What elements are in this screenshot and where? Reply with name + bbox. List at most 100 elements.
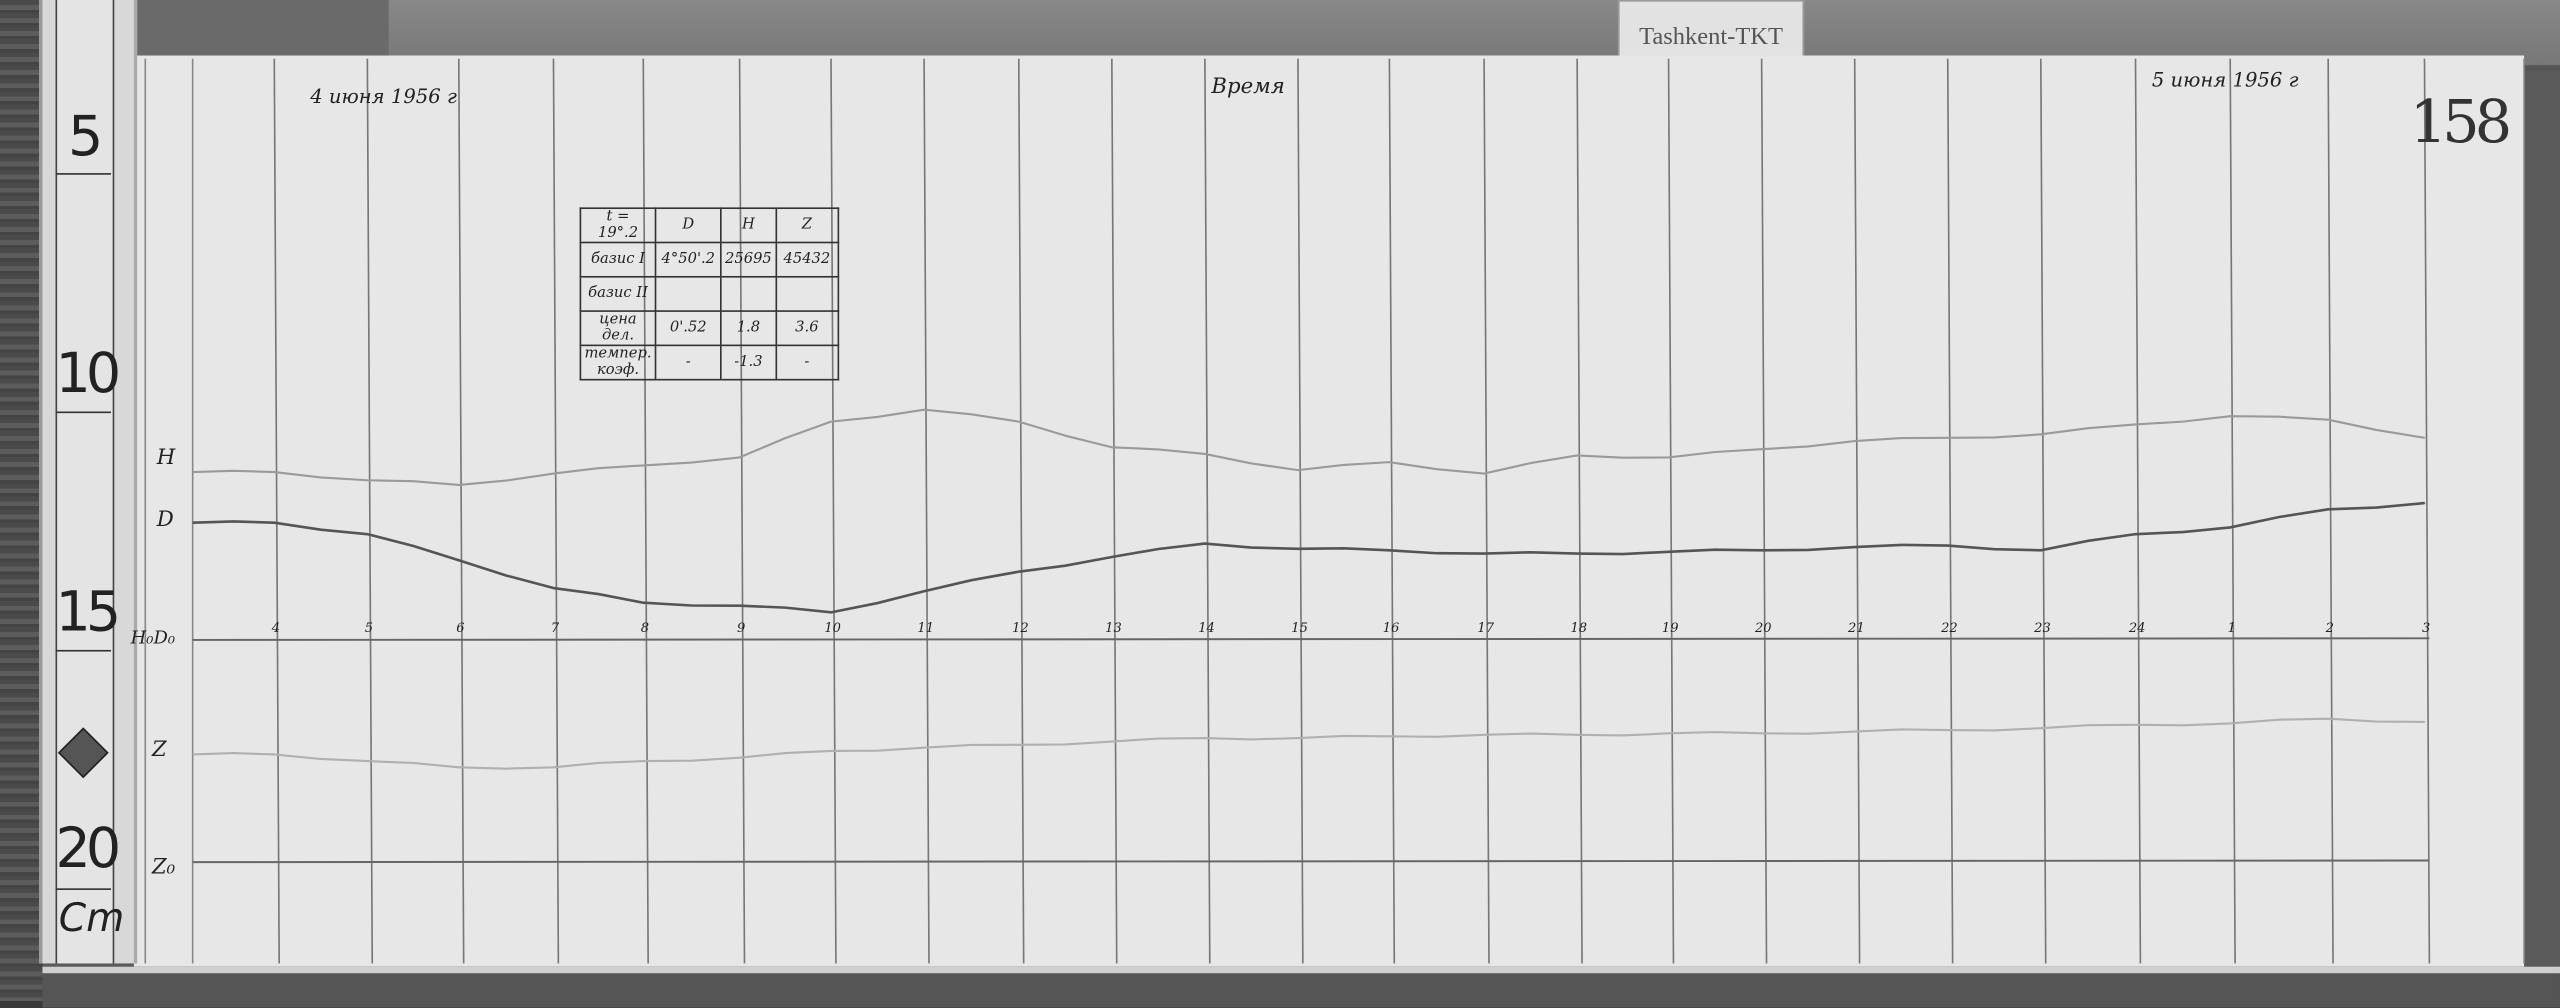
- note-cell: D: [654, 207, 722, 244]
- ruler-mark-15: 15: [55, 579, 122, 646]
- trace-point-h: [738, 456, 741, 459]
- hour-tick-label: 8: [641, 621, 649, 636]
- note-row: темпер. коэф. - -1.3 -: [579, 344, 839, 381]
- sheet-number: 158: [2409, 89, 2512, 157]
- trace-point-z: [1017, 743, 1020, 746]
- label-d: D: [156, 507, 174, 533]
- trace-point-z: [738, 756, 741, 759]
- ruler-mark-5: 5: [68, 104, 103, 170]
- trace-point-h: [273, 471, 276, 473]
- date-end: 5 июня 1956 г: [2151, 68, 2299, 92]
- trace-point-h: [1667, 456, 1670, 459]
- trace-point-z: [923, 746, 925, 749]
- note-cell: -1.3: [720, 344, 777, 381]
- hour-gridline: [1017, 58, 1025, 964]
- trace-z: [192, 717, 2425, 770]
- trace-point-h: [552, 472, 555, 475]
- trace-point-z: [1111, 740, 1113, 743]
- trace-point-h: [642, 464, 645, 467]
- hour-tick-label: 20: [1754, 621, 1772, 636]
- trace-point-d: [1946, 544, 1949, 547]
- hour-tick-label: 6: [456, 621, 464, 636]
- trace-point-z: [642, 760, 645, 762]
- hour-tick-label: 11: [917, 621, 934, 636]
- trace-point-d: [1853, 546, 1856, 548]
- trace-point-z: [830, 750, 832, 752]
- label-z: Z: [151, 738, 167, 763]
- hour-gridline: [457, 58, 465, 964]
- trace-point-h: [1946, 436, 1949, 439]
- trace-point-z: [1946, 729, 1949, 731]
- note-cell: t = 19°.2: [579, 207, 657, 244]
- trace-point-z: [1853, 730, 1856, 733]
- hour-gridline: [923, 58, 930, 964]
- trace-point-z: [2134, 724, 2137, 726]
- time-label: Время: [1211, 75, 1285, 100]
- trace-point-z: [1388, 735, 1391, 738]
- note-cell: [775, 275, 839, 312]
- ruler-mark-10: 10: [55, 341, 122, 407]
- hour-tick-label: 24: [2128, 621, 2146, 636]
- note-row: цена дел. 0'.52 1.8 3.6: [579, 310, 839, 347]
- trace-point-d: [552, 587, 555, 589]
- hour-tick-label: 16: [1383, 621, 1400, 636]
- note-cell: 4°50'.2: [654, 241, 722, 278]
- hour-tick-label: 23: [2033, 621, 2051, 636]
- hour-tick-label: 5: [365, 621, 373, 636]
- hour-gridline: [1483, 58, 1490, 964]
- hour-tick-label: 4: [271, 621, 280, 636]
- baseline-z0: [192, 859, 2430, 864]
- trace-point-h: [1760, 448, 1763, 451]
- note-cell: 1.8: [720, 310, 777, 347]
- trace-point-d: [457, 559, 460, 562]
- trace-point-z: [1297, 737, 1299, 739]
- trace-point-z: [1576, 734, 1578, 736]
- trace-point-z: [2039, 727, 2042, 729]
- trace-point-h: [457, 484, 460, 486]
- hour-gridline: [1204, 58, 1211, 964]
- hour-tick-label: 2: [2325, 621, 2334, 636]
- trace-point-d: [1017, 570, 1020, 573]
- date-start: 4 июня 1956 г: [310, 84, 457, 108]
- trace-point-d: [273, 521, 276, 524]
- trace-point-z: [1204, 737, 1206, 739]
- note-cell: базис I: [579, 241, 657, 278]
- chart-paper: [133, 55, 2525, 967]
- trace-point-h: [1017, 420, 1020, 423]
- note-cell: [720, 275, 777, 312]
- note-table: t = 19°.2 D H Z базис I 4°50'.2 25695 45…: [579, 207, 839, 381]
- note-row: базис I 4°50'.2 25695 45432: [579, 241, 839, 278]
- label-z0: Z₀: [151, 855, 176, 881]
- note-cell: 45432: [775, 241, 839, 278]
- hour-gridline: [642, 58, 649, 964]
- hour-gridline: [1760, 58, 1768, 964]
- trace-point-z: [1483, 734, 1485, 736]
- hour-tick-label: 12: [1012, 621, 1029, 636]
- ruler-unit: Cm: [58, 894, 125, 941]
- hour-gridline: [366, 58, 374, 964]
- hour-tick-label: 1: [2228, 621, 2236, 636]
- hour-gridline: [2134, 58, 2142, 964]
- trace-point-d: [1760, 549, 1763, 552]
- hour-tick-label: 21: [1847, 621, 1865, 636]
- hour-gridline: [552, 58, 560, 964]
- hour-tick-label: 18: [1570, 621, 1587, 636]
- label-h: H: [156, 445, 176, 471]
- hour-gridline: [1111, 58, 1118, 964]
- trace-point-d: [1388, 549, 1391, 552]
- hour-gridline: [1297, 58, 1304, 964]
- trace-point-d: [830, 611, 832, 614]
- trace-point-d: [2327, 508, 2329, 511]
- trace-point-z: [366, 760, 369, 762]
- hour-gridline: [1576, 58, 1583, 964]
- trace-point-h: [2327, 418, 2329, 421]
- hour-tick-label: 15: [1291, 621, 1308, 636]
- trace-point-h: [2423, 436, 2426, 439]
- hour-gridline: [830, 58, 837, 964]
- trace-point-h: [923, 408, 925, 411]
- trace-point-d: [2229, 526, 2232, 529]
- note-cell: Z: [775, 207, 839, 244]
- label-h0d0: H₀D₀: [130, 627, 176, 649]
- trace-point-h: [2229, 415, 2232, 418]
- trace-point-d: [2134, 533, 2137, 535]
